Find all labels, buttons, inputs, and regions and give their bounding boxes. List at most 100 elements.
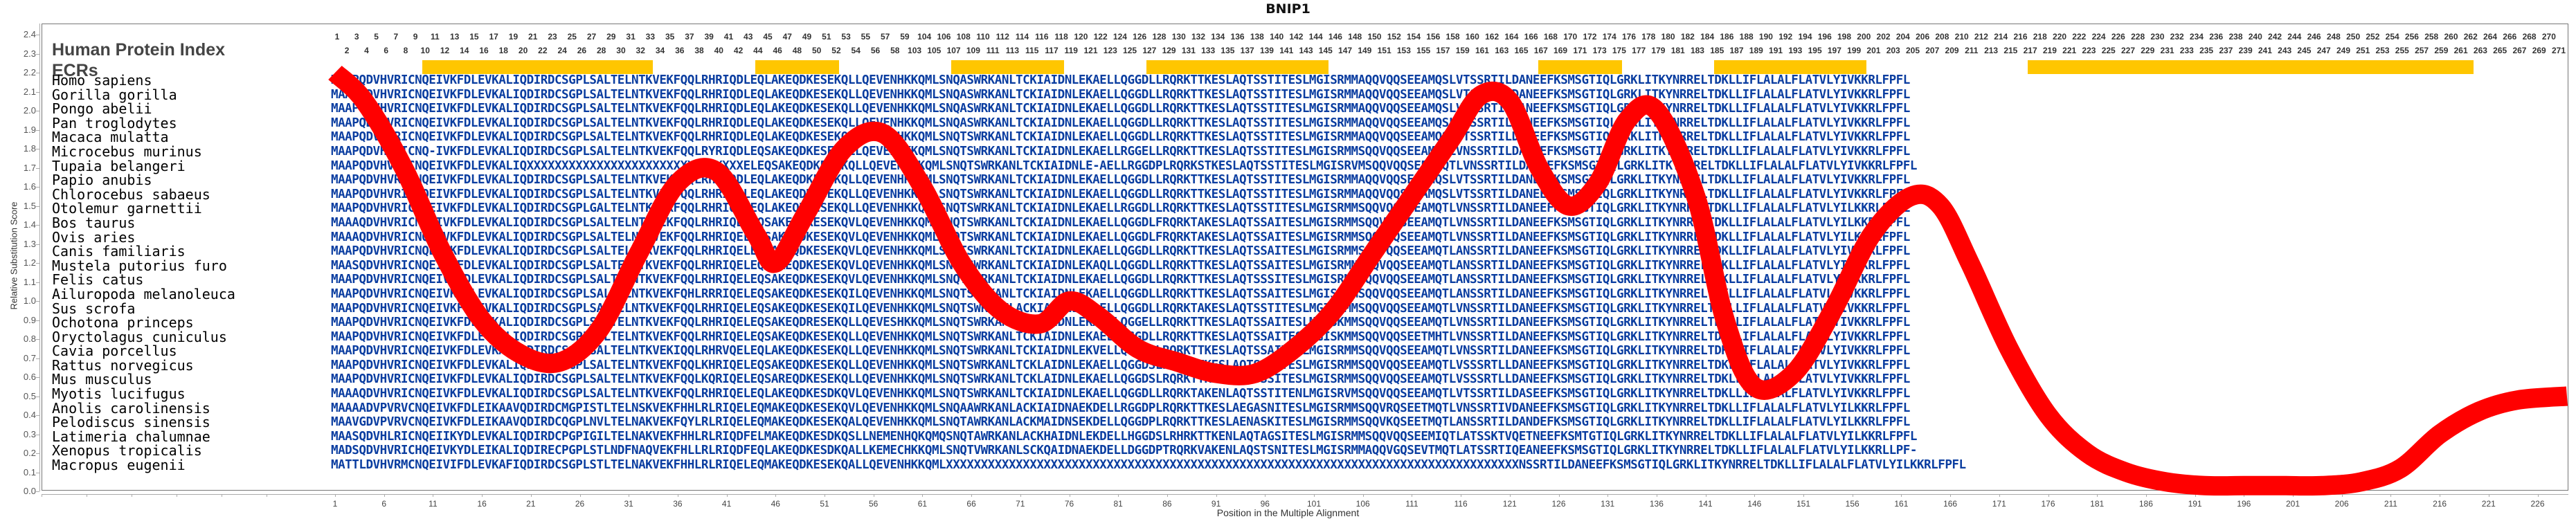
human-index-number: 254 <box>2385 32 2399 42</box>
human-index-number: 192 <box>1778 32 1793 42</box>
sequence-row: MAASQDVHVRICNQEIVKFDLEVKALIQDIRDCSGPLSAL… <box>331 258 1910 273</box>
human-index-number: 49 <box>802 32 812 42</box>
human-index-number: 31 <box>626 32 636 42</box>
human-index-number: 109 <box>966 46 980 55</box>
human-index-number: 184 <box>1700 32 1715 42</box>
human-index-number: 175 <box>1612 46 1626 55</box>
human-index-number: 27 <box>586 32 597 42</box>
human-index-number: 182 <box>1680 32 1695 42</box>
human-index-number: 179 <box>1651 46 1666 55</box>
human-index-number: 4 <box>364 46 369 55</box>
human-index-number: 261 <box>2453 46 2468 55</box>
y-tick-mark <box>36 129 39 131</box>
human-index-number: 268 <box>2522 32 2537 42</box>
species-label: Chlorocebus sabaeus <box>52 185 210 203</box>
human-index-number: 14 <box>460 46 469 55</box>
species-label: Felis catus <box>52 271 144 289</box>
x-axis-label: Position in the Multiple Alignment <box>1216 507 1360 518</box>
human-index-number: 138 <box>1250 32 1264 42</box>
human-index-number: 230 <box>2150 32 2165 42</box>
human-index-number: 44 <box>753 46 763 55</box>
x-tick-label: 146 <box>1747 499 1762 509</box>
human-index-number: 59 <box>900 32 910 42</box>
human-index-number: 238 <box>2228 32 2243 42</box>
human-index-number: 270 <box>2541 32 2556 42</box>
human-index-number: 129 <box>1162 46 1176 55</box>
human-index-number: 237 <box>2219 46 2233 55</box>
human-index-number: 194 <box>1798 32 1812 42</box>
x-tick-mark <box>2097 494 2098 497</box>
x-tick-label: 221 <box>2481 499 2496 509</box>
x-tick-label: 31 <box>624 499 633 509</box>
human-index-number: 115 <box>1025 46 1039 55</box>
human-index-number: 119 <box>1064 46 1078 55</box>
y-tick-label: 1.6 <box>23 181 36 192</box>
human-index-number: 213 <box>1984 46 1999 55</box>
human-index-number: 117 <box>1045 46 1059 55</box>
human-index-number: 37 <box>685 32 694 42</box>
x-tick-label: 201 <box>2285 499 2300 509</box>
human-index-number: 146 <box>1328 32 1342 42</box>
x-tick-mark <box>1167 494 1168 497</box>
sequence-row: MAAPQDVHVRICNQEIVKFDLEVKALIQDIRDCSGPLSAL… <box>331 102 1910 116</box>
human-index-number: 242 <box>2268 32 2282 42</box>
human-index-number: 193 <box>1788 46 1803 55</box>
x-tick-label: 191 <box>2188 499 2202 509</box>
human-index-number: 154 <box>1407 32 1421 42</box>
sequence-row: MAAPQDVHVRICNQEIVKFDLEVKALIQDIRDCSGPLGAL… <box>331 201 1910 216</box>
x-tick-label: 16 <box>477 499 487 509</box>
x-tick-mark <box>2341 494 2343 497</box>
human-index-number: 203 <box>1886 46 1900 55</box>
ecr-bar <box>755 60 839 74</box>
human-index-number: 168 <box>1543 32 1558 42</box>
y-tick-label: 0.7 <box>23 352 36 363</box>
human-index-number: 103 <box>908 46 922 55</box>
human-index-number: 133 <box>1201 46 1216 55</box>
x-tick-mark <box>1558 494 1560 497</box>
human-index-number: 173 <box>1592 46 1607 55</box>
human-index-number: 187 <box>1729 46 1744 55</box>
human-index-number: 25 <box>567 32 577 42</box>
y-tick-mark <box>36 453 39 454</box>
human-index-number: 248 <box>2326 32 2341 42</box>
human-index-number: 43 <box>744 32 753 42</box>
human-index-number: 209 <box>1945 46 1959 55</box>
y-tick-label: 0.8 <box>23 334 36 344</box>
human-index-number: 252 <box>2366 32 2380 42</box>
x-tick-label: 151 <box>1796 499 1811 509</box>
human-index-number: 5 <box>374 32 379 42</box>
y-axis <box>39 24 40 491</box>
human-index-number: 170 <box>1563 32 1578 42</box>
human-index-number: 141 <box>1279 46 1294 55</box>
sequence-row: MATTLDVHVRMCNQEIVIFDLEVKAFIQDIRDCSGPLSTL… <box>331 458 1966 473</box>
y-tick-mark <box>36 167 39 169</box>
human-index-number: 169 <box>1553 46 1568 55</box>
x-tick-label: 216 <box>2433 499 2447 509</box>
human-index-number: 255 <box>2395 46 2409 55</box>
human-index-number: 143 <box>1299 46 1313 55</box>
x-axis <box>42 494 2568 495</box>
human-index-number: 128 <box>1152 32 1167 42</box>
human-index-number: 219 <box>2042 46 2057 55</box>
human-index-number: 183 <box>1690 46 1704 55</box>
y-tick-label: 0.9 <box>23 314 36 325</box>
human-index-number: 111 <box>986 46 1000 55</box>
human-index-number: 186 <box>1720 32 1734 42</box>
sequence-row: MAAAADVPVRVCNQEIVKFDLEIKAAVQDIRDCMGPISTL… <box>331 401 1910 415</box>
human-index-number: 55 <box>861 32 871 42</box>
human-index-number: 148 <box>1348 32 1362 42</box>
human-index-number: 159 <box>1455 46 1470 55</box>
human-index-number: 214 <box>1994 32 2008 42</box>
human-index-number: 38 <box>694 46 704 55</box>
human-index-number: 226 <box>2111 32 2125 42</box>
human-index-number: 3 <box>354 32 359 42</box>
x-tick-label: 91 <box>1211 499 1221 509</box>
x-tick-label: 96 <box>1260 499 1270 509</box>
human-index-number: 225 <box>2101 46 2116 55</box>
y-tick-mark <box>36 491 39 492</box>
human-index-number: 233 <box>2179 46 2194 55</box>
human-index-number: 153 <box>1396 46 1411 55</box>
human-index-number: 23 <box>548 32 557 42</box>
human-index-number: 262 <box>2463 32 2478 42</box>
human-index-number: 9 <box>413 32 418 42</box>
